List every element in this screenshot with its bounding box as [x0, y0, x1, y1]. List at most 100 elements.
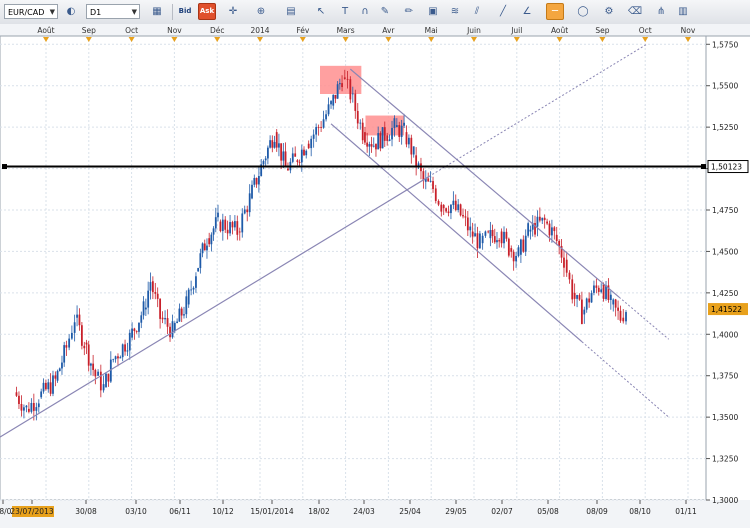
candle-body [529, 229, 532, 232]
candle-body [119, 357, 122, 359]
candle-body [507, 238, 510, 256]
current-price-box [708, 303, 748, 316]
month-marker-icon [43, 37, 49, 42]
candle-body [619, 310, 622, 321]
candle-body [80, 325, 83, 346]
top-axis-label: Août [37, 26, 54, 35]
candle-body [154, 292, 157, 294]
top-axis-label: Nov [167, 26, 182, 35]
month-marker-icon [171, 37, 178, 42]
candle-body [73, 322, 76, 333]
crosshair-icon[interactable]: ✛ [228, 6, 238, 17]
ask-button[interactable]: Ask [198, 3, 216, 20]
top-axis-label: Oct [125, 26, 138, 35]
candle-body [359, 122, 362, 124]
draw-icon[interactable]: ✎ [380, 6, 390, 17]
candle-body [534, 222, 536, 235]
symbol-select[interactable]: EUR/CAD ▼ [4, 4, 58, 19]
x-tick-label: 08/09 [586, 507, 608, 516]
candle-body [307, 143, 310, 149]
candle-body [500, 231, 503, 244]
month-marker-icon [685, 37, 691, 42]
candle-body [105, 373, 107, 388]
x-tick-label: 05/08 [537, 507, 559, 516]
candle-body [395, 125, 398, 128]
candle-body [471, 231, 474, 237]
x-tick-label: 28/0 [0, 507, 12, 516]
color-scheme-icon[interactable]: ◐ [66, 6, 76, 17]
eraser-icon[interactable]: ⌫ [627, 6, 643, 17]
x-tick-label: 06/11 [169, 507, 191, 516]
candle-body [593, 285, 595, 293]
cursor-icon[interactable]: ↖ [316, 6, 326, 17]
zoom-icon[interactable]: ⊕ [256, 6, 266, 17]
text-label-icon[interactable]: T [341, 6, 349, 17]
candle-body [422, 171, 425, 181]
candle-body [476, 233, 479, 249]
horizontal-line-icon[interactable]: ─ [546, 3, 564, 20]
settings-icon[interactable]: ⚙ [604, 6, 614, 17]
candle-body [246, 209, 249, 213]
candle-body [388, 139, 391, 141]
pencil-icon[interactable]: ✏ [404, 6, 414, 17]
candle-body [219, 221, 222, 232]
shapes-icon[interactable]: ◯ [577, 6, 589, 17]
candle-body [257, 176, 260, 185]
timeframe-select[interactable]: D1 ▼ [86, 4, 140, 19]
candle-body [97, 371, 99, 376]
candle-body [269, 140, 272, 148]
candle-body [452, 200, 455, 206]
candle-body [527, 223, 530, 236]
tree-icon[interactable]: ⋔ [656, 6, 666, 17]
candle-body [201, 243, 204, 254]
candle-body [322, 119, 325, 128]
candle-body [147, 290, 150, 308]
candle-body [496, 240, 498, 243]
candle-body [366, 142, 369, 147]
candle-body [210, 234, 213, 245]
y-tick-label: 1,4750 [712, 206, 738, 215]
chevron-down-icon: ▼ [49, 8, 55, 16]
angle-icon[interactable]: ∠ [522, 6, 532, 17]
candle-body [600, 289, 603, 292]
candle-body [487, 231, 490, 233]
candle-body [346, 78, 349, 80]
candle-body [303, 149, 305, 156]
candle-body [522, 239, 525, 252]
top-axis-label: Sep [82, 26, 96, 35]
top-axis-label: Juil [510, 26, 522, 35]
candle-body [131, 328, 133, 338]
candle-body [169, 326, 171, 338]
price-chart[interactable]: 1,57501,55001,52501,50001,47501,45001,42… [0, 24, 750, 528]
candle-body [197, 268, 200, 272]
candle-body [403, 122, 405, 126]
candle-body [199, 253, 202, 269]
candle-body [221, 219, 224, 232]
x-tick-label: 29/05 [445, 507, 467, 516]
candle-body [58, 368, 61, 372]
chart-type-icon[interactable]: ▦ [152, 6, 162, 17]
candle-body [617, 307, 619, 311]
candle-body [284, 151, 287, 168]
candle-body [187, 289, 190, 305]
x-tick-label: 01/11 [675, 507, 697, 516]
layout-icon[interactable]: ▥ [678, 6, 688, 17]
candle-body [563, 257, 565, 268]
candle-body [49, 382, 52, 394]
candle-body [296, 160, 299, 163]
trendline-icon[interactable]: ╱ [499, 6, 507, 17]
bid-button[interactable]: Bid [176, 3, 194, 20]
magnet-icon[interactable]: ∩ [361, 6, 369, 17]
channel-icon[interactable]: ⫽ [474, 6, 480, 17]
candle-body [138, 322, 140, 332]
candle-body [224, 219, 227, 230]
candle-body [585, 298, 588, 310]
y-tick-label: 1,5250 [712, 123, 738, 132]
grid-icon[interactable]: ▤ [286, 6, 296, 17]
candle-body [121, 344, 124, 358]
picture-icon[interactable]: ▣ [428, 6, 438, 17]
candle-body [386, 135, 389, 141]
candle-body [383, 127, 386, 141]
candle-body [469, 226, 472, 231]
fibonacci-icon[interactable]: ≋ [450, 6, 460, 17]
